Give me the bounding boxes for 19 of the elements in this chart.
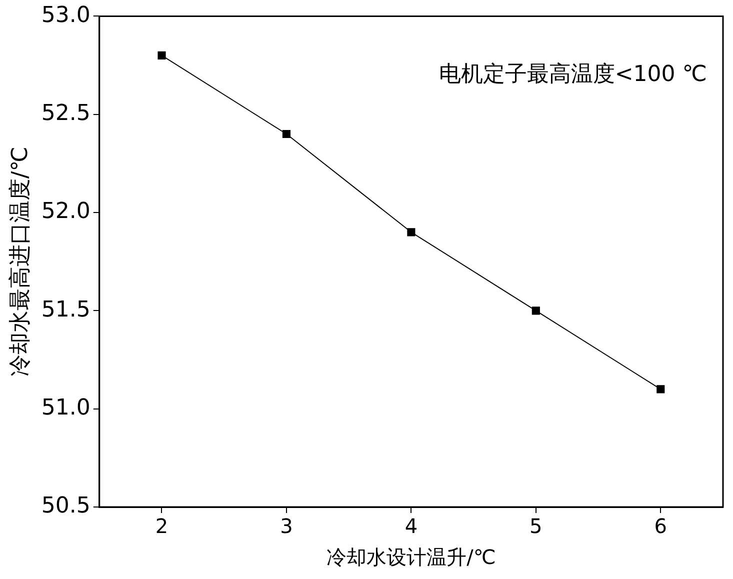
y-tick-label: 51.0: [41, 396, 90, 421]
x-tick-label: 2: [155, 514, 168, 538]
point: [158, 51, 166, 60]
x-tick-label: 5: [530, 514, 542, 538]
x-axis-title: 冷却水设计温升/℃: [326, 545, 496, 570]
y-axis-title: 冷却水最高进口温度/℃: [8, 146, 33, 377]
y-tick-label: 51.5: [41, 297, 90, 322]
point: [282, 130, 291, 138]
x-tick-label: 6: [654, 514, 668, 538]
point: [656, 385, 665, 394]
x-tick-label: 3: [280, 514, 293, 538]
y-tick-label: 52.0: [41, 199, 90, 224]
point: [407, 228, 416, 236]
y-tick-label: 52.5: [41, 101, 90, 126]
annotation: 电机定子最高温度<100 ℃: [438, 62, 707, 87]
x-tick-label: 4: [404, 514, 418, 538]
y-tick-label: 53.0: [41, 2, 90, 28]
y-tick-label: 50.5: [41, 494, 90, 519]
point: [532, 306, 540, 315]
